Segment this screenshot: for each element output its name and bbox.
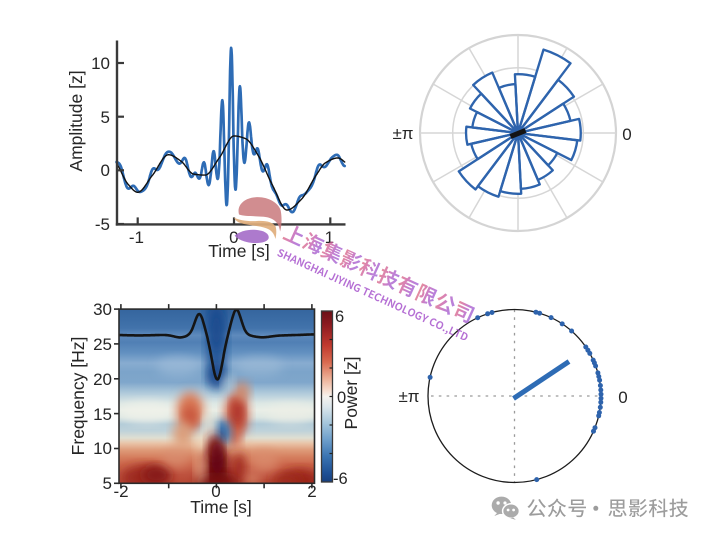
svg-text:Time [s]: Time [s]	[190, 497, 252, 517]
svg-text:0: 0	[622, 125, 631, 144]
svg-text:5: 5	[103, 474, 112, 493]
svg-text:Frequency [Hz]: Frequency [Hz]	[68, 337, 88, 456]
svg-text:10: 10	[91, 54, 110, 73]
svg-text:0: 0	[211, 482, 220, 501]
svg-text:-1: -1	[129, 228, 144, 247]
svg-text:Time [s]: Time [s]	[208, 241, 270, 261]
svg-text:2: 2	[307, 482, 316, 501]
svg-text:Amplitude [z]: Amplitude [z]	[66, 70, 86, 171]
svg-text:10: 10	[93, 439, 112, 458]
svg-text:-6: -6	[333, 470, 348, 488]
svg-text:5: 5	[101, 108, 110, 127]
svg-text:1: 1	[325, 228, 334, 247]
svg-text:±π: ±π	[392, 124, 413, 143]
svg-text:0: 0	[101, 161, 110, 180]
svg-text:-5: -5	[95, 215, 110, 234]
svg-text:15: 15	[93, 405, 112, 424]
svg-text:Power [z]: Power [z]	[341, 357, 361, 430]
svg-text:30: 30	[93, 300, 112, 319]
svg-text:20: 20	[93, 370, 112, 389]
svg-text:0: 0	[618, 388, 627, 407]
svg-text:25: 25	[93, 335, 112, 354]
svg-text:6: 6	[335, 308, 344, 326]
svg-text:±π: ±π	[398, 387, 419, 406]
svg-text:-2: -2	[113, 482, 128, 501]
svg-text:0: 0	[337, 389, 346, 407]
svg-text:0: 0	[229, 228, 238, 247]
